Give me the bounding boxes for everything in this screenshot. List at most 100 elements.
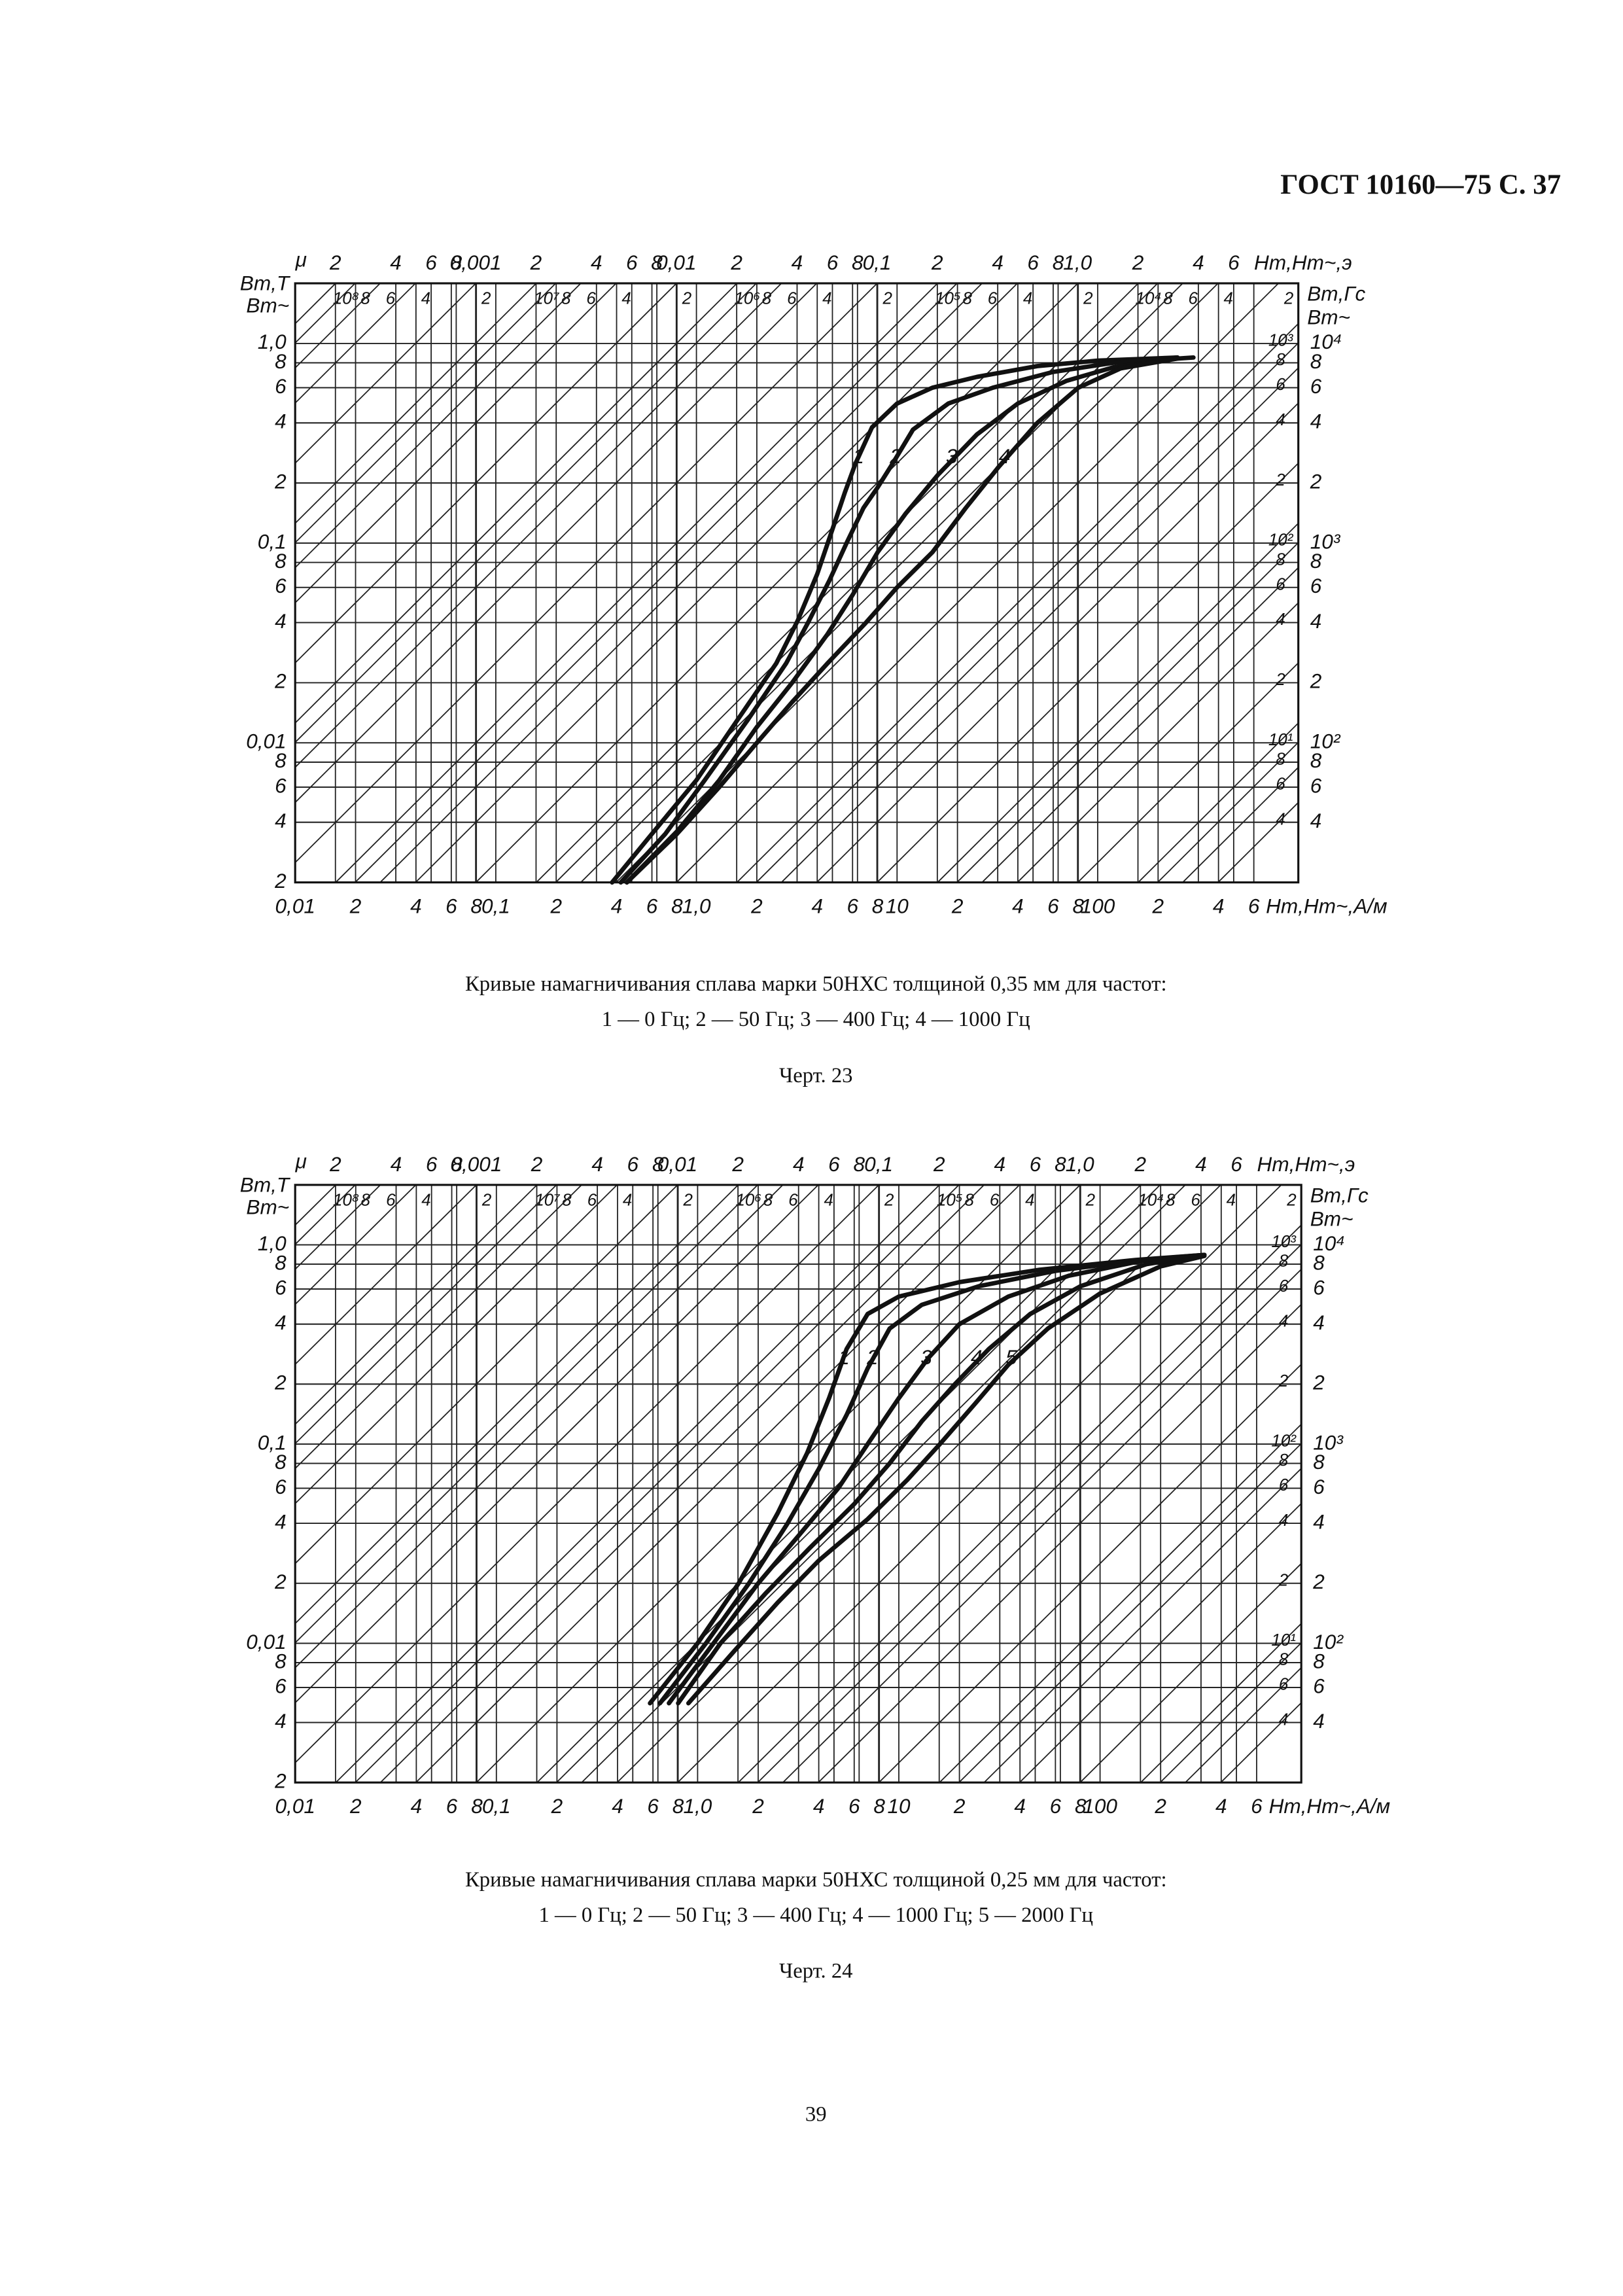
x2-tick-label: 0,1 [863,251,892,274]
mu-line [355,1184,960,1783]
mu-line [294,283,381,368]
x-tick-label: 2 [349,894,362,917]
x2-tick-label: 2 [329,1152,341,1176]
curve-label: 2 [866,1345,879,1369]
mu-label: 4 [621,290,631,308]
mu-line [757,1244,1302,1783]
y-axis-title: Bm~ [246,293,289,317]
mu-line [335,283,938,883]
mu-label: 8 [762,290,772,308]
mu-label: 10² [1268,531,1294,550]
x2-tick-label: 6 [1027,251,1039,274]
mu-label: 10³ [1271,1233,1297,1251]
y2-tick-label: 6 [1310,574,1322,597]
mu-line [294,1184,356,1245]
y-axis-title: Bm,T [240,1173,291,1196]
mu-line [1159,1642,1302,1783]
mu-label: 8 [361,1192,371,1210]
magnetization-curve [610,355,1180,885]
x2-tick-label: 6 [1030,1152,1041,1176]
mu-line [956,542,1299,883]
x-tick-label: 8 [671,894,683,917]
x-tick-label: 100 [1083,1794,1117,1818]
mu-line [294,283,356,344]
mu-label: 8 [763,1192,773,1210]
y2-tick-label: 6 [1313,1275,1325,1299]
mu-label: 10¹ [1268,731,1293,749]
mu-line [782,1269,1302,1783]
mu-label: 2 [1085,1192,1096,1210]
y2-tick-label: 10⁴ [1313,1231,1345,1255]
mu-label: 8 [1163,290,1173,308]
x2-tick-label: 4 [391,1152,402,1176]
mu-line [475,283,1079,883]
mu-label: 8 [1276,750,1285,768]
mu-label: 4 [1276,810,1285,828]
mu-label: 4 [1279,1511,1288,1530]
mu-line [294,1184,417,1305]
x2-tick-label: 1,0 [1066,1152,1094,1176]
mu-line [335,1184,940,1783]
mu-label: 8 [561,290,571,308]
x-tick-label: 2 [752,1794,764,1818]
y2-tick-label: 6 [1310,374,1322,398]
x2-axis-title: Hm,Hm~,э [1254,251,1352,274]
x-tick-label: 1,0 [683,1794,712,1818]
mu-line [676,283,1279,883]
x-tick-label: 4 [411,1794,423,1818]
mu-label: 6 [788,1192,798,1210]
y-tick-label: 1,0 [258,330,287,353]
mu-label: 2 [1286,1192,1297,1210]
mu-label: 10² [1271,1432,1297,1451]
x-tick-label: 0,01 [275,894,315,917]
x2-tick-label: 8 [1055,1152,1066,1176]
mu-label: 2 [884,1192,894,1210]
figure-caption: 1 — 0 Гц; 2 — 50 Гц; 3 — 400 Гц; 4 — 100… [602,1008,1030,1031]
y-tick-label: 0,1 [258,1430,287,1454]
mu-label: 2 [882,290,892,308]
curve-label: 2 [889,444,901,468]
mu-line [294,1184,758,1644]
y2-tick-label: 2 [1310,669,1322,693]
x2-tick-label: 2 [1134,1152,1147,1176]
x2-tick-label: 0,001 [450,251,502,274]
mu-line [294,283,818,804]
y-tick-label: 8 [275,549,287,573]
x2-tick-label: 2 [1132,251,1144,274]
y2-axis-title: Bm~ [1307,305,1350,328]
curve-label: 1 [852,444,864,468]
y2-tick-label: 6 [1313,1674,1325,1697]
mu-label: 4 [1227,1192,1236,1210]
x-tick-label: 0,01 [275,1794,315,1818]
y-tick-label: 4 [275,1311,287,1334]
y-tick-label: 8 [275,749,287,772]
mu-label: 6 [1276,575,1285,593]
y-tick-label: 2 [274,1371,287,1394]
x2-tick-label: 1,0 [1063,251,1092,274]
mu-label: 2 [1278,1571,1289,1589]
mu-line [294,1184,477,1365]
mu-axis-title: μ [295,1149,307,1173]
y-tick-label: 2 [274,1570,287,1593]
x2-tick-label: 8 [451,251,462,274]
mu-line [294,1184,618,1504]
x2-tick-label: 0,1 [864,1152,893,1176]
mu-label: 6 [1191,1192,1201,1210]
x-tick-label: 4 [1213,894,1225,917]
mu-line [294,283,557,543]
magnetization-curve [648,1252,1207,1706]
mu-label: 4 [421,1192,430,1210]
x-tick-label: 8 [471,1794,483,1818]
y-tick-label: 4 [275,410,287,433]
y-tick-label: 6 [275,1674,287,1697]
magnetization-curve [624,355,1196,885]
mu-line [294,283,677,663]
x2-tick-label: 8 [651,251,663,274]
y-axis-title: Bm,T [240,272,291,295]
x-tick-label: 2 [953,1794,966,1818]
x2-tick-label: 4 [1193,251,1204,274]
mu-label: 8 [1279,1651,1289,1669]
mu-line [1019,1503,1302,1783]
x2-tick-label: 4 [793,1152,805,1176]
